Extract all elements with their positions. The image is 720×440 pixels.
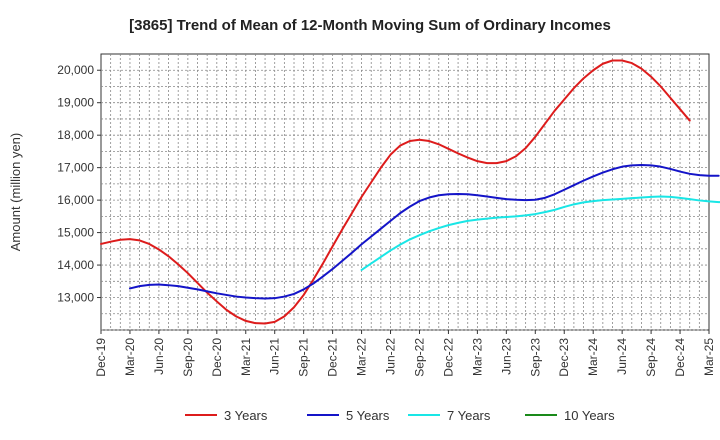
legend-label-10-years: 10 Years xyxy=(564,408,615,423)
legend-label-7-years: 7 Years xyxy=(447,408,491,423)
x-tick-label: Dec-19 xyxy=(94,338,108,377)
grid-lines xyxy=(101,54,709,331)
x-tick-label: Sep-20 xyxy=(181,338,195,377)
y-tick-label: 14,000 xyxy=(57,258,94,272)
x-tick-label: Sep-22 xyxy=(412,338,426,377)
legend-label-3-years: 3 Years xyxy=(224,408,268,423)
y-axis-label: Amount (million yen) xyxy=(8,133,23,252)
y-tick-label: 15,000 xyxy=(57,226,94,240)
series-line-5-years xyxy=(128,164,720,300)
x-tick-label: Mar-20 xyxy=(123,338,137,376)
x-tick-label: Dec-20 xyxy=(210,338,224,377)
y-tick-label: 18,000 xyxy=(57,128,94,142)
x-tick-label: Sep-24 xyxy=(644,338,658,377)
x-tick-label: Mar-22 xyxy=(355,338,369,376)
x-tick-label: Sep-21 xyxy=(297,338,311,377)
series-lines xyxy=(100,59,720,325)
x-tick-label: Jun-22 xyxy=(384,338,398,375)
y-axis-ticks: 13,000 14,000 15,000 16,000 17,000 18,000 19,0… xyxy=(57,63,101,305)
legend: 3 Years 5 Years 7 Years 10 Years xyxy=(185,408,615,423)
x-tick-label: Mar-24 xyxy=(586,338,600,376)
x-tick-label: Mar-25 xyxy=(702,338,716,376)
chart-title: [3865] Trend of Mean of 12-Month Moving … xyxy=(129,17,611,34)
x-tick-label: Jun-24 xyxy=(615,338,629,375)
y-tick-label: 19,000 xyxy=(57,96,94,110)
x-tick-label: Mar-21 xyxy=(239,338,253,376)
legend-label-5-years: 5 Years xyxy=(346,408,390,423)
x-tick-label: Dec-24 xyxy=(673,338,687,377)
x-axis-ticks: Dec-19 Mar-20 Jun-20 Sep-20 Dec-20 Mar-21 Jun-… xyxy=(94,330,716,377)
x-tick-label: Jun-23 xyxy=(499,338,513,375)
x-tick-label: Sep-23 xyxy=(528,338,542,377)
x-tick-label: Mar-23 xyxy=(470,338,484,376)
series-line-3-years xyxy=(100,59,691,325)
y-tick-label: 20,000 xyxy=(57,63,94,77)
y-tick-label: 17,000 xyxy=(57,161,94,175)
x-tick-label: Dec-23 xyxy=(557,338,571,377)
y-tick-label: 13,000 xyxy=(57,291,94,305)
x-tick-label: Dec-21 xyxy=(326,338,340,377)
x-tick-label: Dec-22 xyxy=(441,338,455,377)
x-tick-label: Jun-21 xyxy=(268,338,282,375)
series-line-7-years xyxy=(360,195,720,271)
y-tick-label: 16,000 xyxy=(57,193,94,207)
plot-area xyxy=(100,53,710,331)
x-tick-label: Jun-20 xyxy=(152,338,166,375)
